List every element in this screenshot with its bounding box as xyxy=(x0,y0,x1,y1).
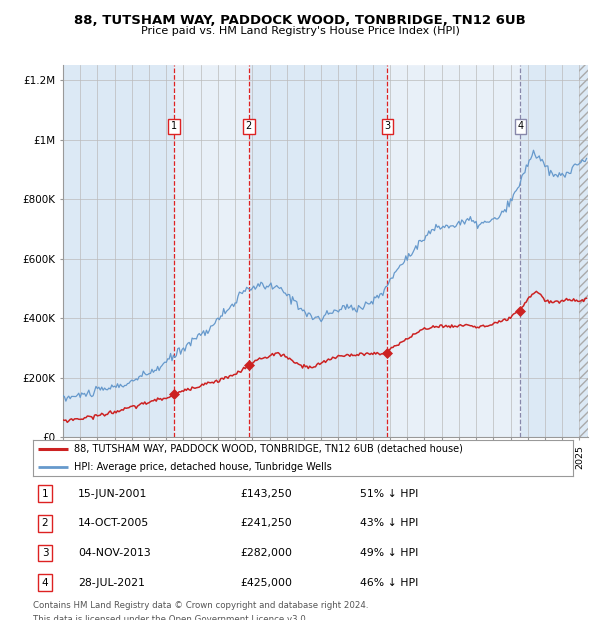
Text: 3: 3 xyxy=(41,548,49,558)
Text: 4: 4 xyxy=(517,122,523,131)
Text: 4: 4 xyxy=(41,578,49,588)
Text: 49% ↓ HPI: 49% ↓ HPI xyxy=(360,548,418,558)
Text: This data is licensed under the Open Government Licence v3.0.: This data is licensed under the Open Gov… xyxy=(33,615,308,620)
Text: 1: 1 xyxy=(171,122,177,131)
Text: 04-NOV-2013: 04-NOV-2013 xyxy=(78,548,151,558)
Text: 2: 2 xyxy=(245,122,252,131)
Text: 3: 3 xyxy=(384,122,391,131)
Text: Price paid vs. HM Land Registry's House Price Index (HPI): Price paid vs. HM Land Registry's House … xyxy=(140,26,460,36)
Bar xyxy=(387,65,520,437)
Text: £241,250: £241,250 xyxy=(240,518,292,528)
Bar xyxy=(580,65,588,437)
Bar xyxy=(174,65,249,437)
Bar xyxy=(580,65,588,437)
Text: 28-JUL-2021: 28-JUL-2021 xyxy=(78,578,145,588)
Text: 2: 2 xyxy=(41,518,49,528)
Text: 46% ↓ HPI: 46% ↓ HPI xyxy=(360,578,418,588)
Text: 1: 1 xyxy=(41,489,49,498)
Text: 43% ↓ HPI: 43% ↓ HPI xyxy=(360,518,418,528)
Text: £425,000: £425,000 xyxy=(240,578,292,588)
Text: Contains HM Land Registry data © Crown copyright and database right 2024.: Contains HM Land Registry data © Crown c… xyxy=(33,601,368,611)
Text: 88, TUTSHAM WAY, PADDOCK WOOD, TONBRIDGE, TN12 6UB: 88, TUTSHAM WAY, PADDOCK WOOD, TONBRIDGE… xyxy=(74,14,526,27)
Text: £143,250: £143,250 xyxy=(240,489,292,498)
Text: 88, TUTSHAM WAY, PADDOCK WOOD, TONBRIDGE, TN12 6UB (detached house): 88, TUTSHAM WAY, PADDOCK WOOD, TONBRIDGE… xyxy=(74,443,463,454)
Text: £282,000: £282,000 xyxy=(240,548,292,558)
Text: 15-JUN-2001: 15-JUN-2001 xyxy=(78,489,148,498)
Text: HPI: Average price, detached house, Tunbridge Wells: HPI: Average price, detached house, Tunb… xyxy=(74,461,331,472)
Text: 14-OCT-2005: 14-OCT-2005 xyxy=(78,518,149,528)
Text: 51% ↓ HPI: 51% ↓ HPI xyxy=(360,489,418,498)
